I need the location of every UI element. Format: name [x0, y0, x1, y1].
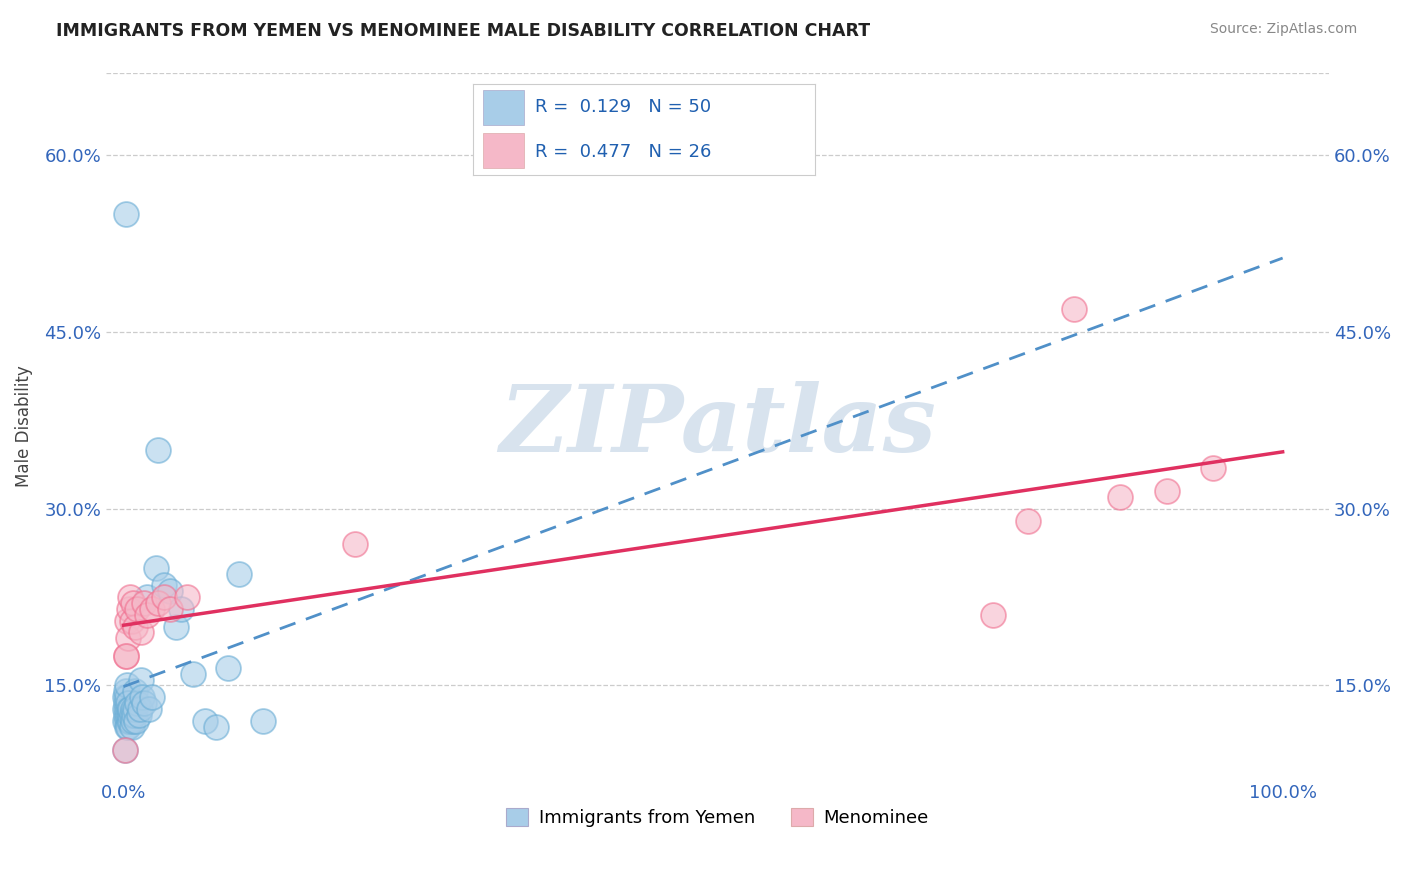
Point: [170, 602, 193, 616]
Point: [1063, 301, 1085, 316]
Point: [121, 596, 143, 610]
Point: [1156, 484, 1178, 499]
Point: [120, 590, 142, 604]
Point: [121, 707, 143, 722]
Point: [252, 714, 274, 728]
Point: [117, 696, 139, 710]
Point: [127, 602, 149, 616]
Point: [124, 702, 146, 716]
Point: [131, 690, 153, 705]
Point: [153, 590, 176, 604]
Point: [176, 590, 198, 604]
Point: [115, 714, 138, 728]
Point: [134, 596, 156, 610]
Point: [134, 696, 156, 710]
Legend: Immigrants from Yemen, Menominee: Immigrants from Yemen, Menominee: [499, 800, 936, 834]
Point: [141, 602, 163, 616]
Point: [118, 702, 141, 716]
Point: [129, 673, 152, 687]
Point: [115, 614, 138, 628]
Point: [121, 720, 143, 734]
Point: [128, 707, 150, 722]
Point: [127, 696, 149, 710]
Point: [115, 690, 138, 705]
Point: [1202, 460, 1225, 475]
Point: [115, 702, 138, 716]
Point: [115, 678, 138, 692]
Point: [148, 442, 170, 457]
Y-axis label: Male Disability: Male Disability: [15, 366, 32, 487]
Point: [129, 625, 152, 640]
Point: [121, 702, 143, 716]
Point: [228, 566, 250, 581]
Point: [194, 714, 217, 728]
Point: [121, 714, 143, 728]
Point: [128, 702, 150, 716]
Point: [124, 684, 146, 698]
Point: [217, 661, 239, 675]
Point: [118, 602, 141, 616]
Point: [135, 607, 157, 622]
Point: [145, 560, 167, 574]
Point: [117, 720, 139, 734]
Point: [114, 648, 136, 663]
Point: [118, 714, 141, 728]
Point: [159, 584, 181, 599]
Point: [114, 207, 136, 221]
Point: [120, 714, 142, 728]
Text: IMMIGRANTS FROM YEMEN VS MENOMINEE MALE DISABILITY CORRELATION CHART: IMMIGRANTS FROM YEMEN VS MENOMINEE MALE …: [56, 22, 870, 40]
Point: [114, 690, 136, 705]
Point: [138, 702, 160, 716]
Point: [114, 714, 136, 728]
Point: [122, 707, 145, 722]
Point: [1109, 490, 1132, 504]
Point: [120, 707, 142, 722]
Point: [344, 537, 367, 551]
Point: [120, 702, 142, 716]
Point: [148, 596, 170, 610]
Point: [114, 684, 136, 698]
Point: [114, 702, 136, 716]
Point: [181, 666, 204, 681]
Point: [205, 720, 228, 734]
Text: Source: ZipAtlas.com: Source: ZipAtlas.com: [1209, 22, 1357, 37]
Point: [114, 696, 136, 710]
Point: [114, 743, 136, 757]
Point: [159, 602, 181, 616]
Point: [117, 632, 139, 646]
Point: [1017, 514, 1039, 528]
Point: [153, 578, 176, 592]
Point: [141, 690, 163, 705]
Text: ZIPatlas: ZIPatlas: [499, 381, 936, 471]
Point: [115, 720, 138, 734]
Point: [135, 590, 157, 604]
Point: [121, 614, 143, 628]
Point: [114, 707, 136, 722]
Point: [114, 648, 136, 663]
Point: [114, 743, 136, 757]
Point: [165, 619, 187, 633]
Point: [124, 619, 146, 633]
Point: [117, 707, 139, 722]
Point: [125, 714, 148, 728]
Point: [981, 607, 1004, 622]
